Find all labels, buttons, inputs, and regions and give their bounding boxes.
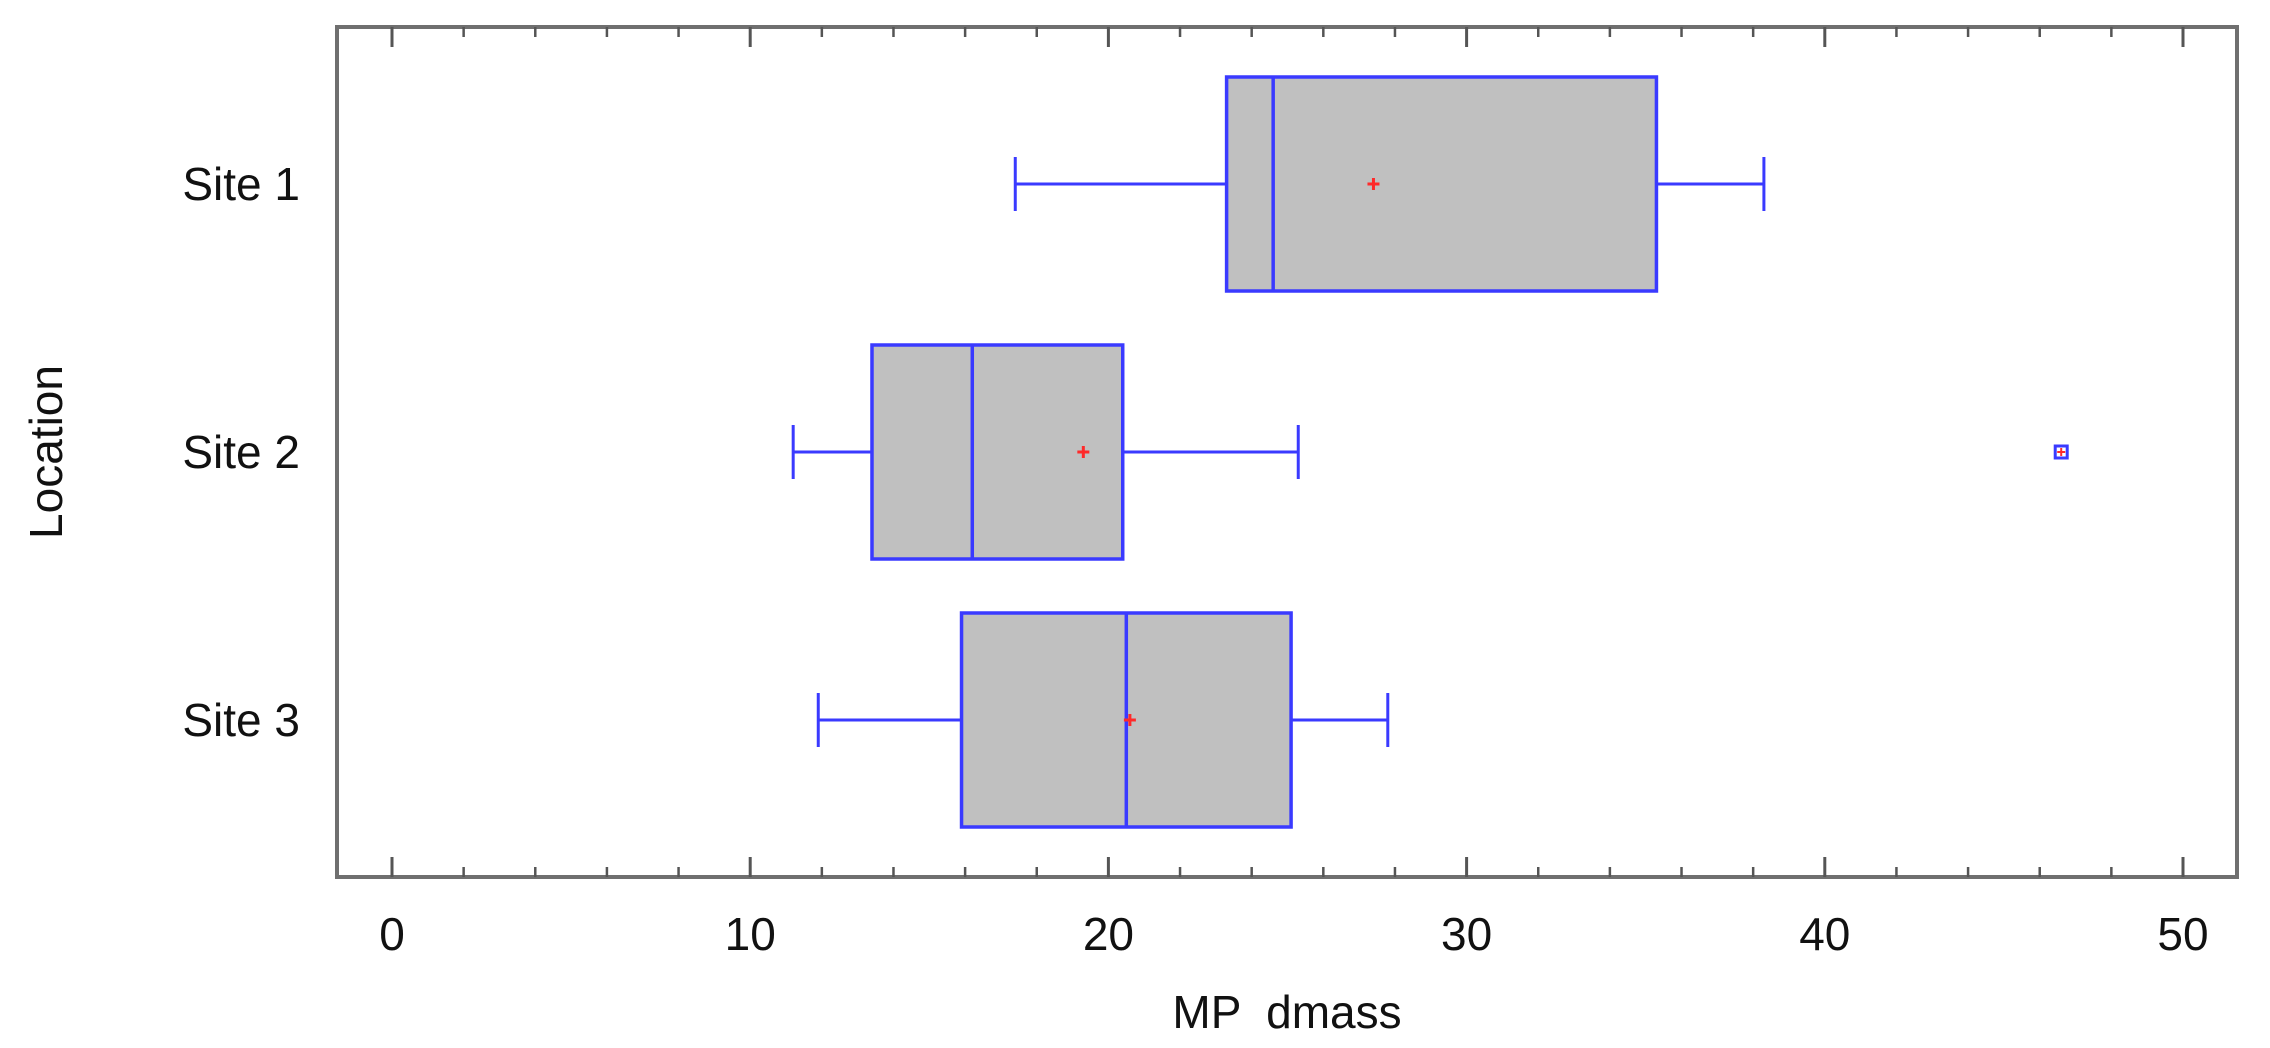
x-tick-label: 10 [725,908,776,960]
plot-border [335,25,2239,879]
x-axis-tick-labels: 0 10 20 30 40 50 [379,908,2208,960]
x-axis-ticks [390,27,2185,877]
category-label: Site 3 [182,694,300,746]
x-tick-label: 0 [379,908,405,960]
x-tick-label: 30 [1441,908,1492,960]
outlier-marker [2053,444,2069,460]
x-tick-label: 20 [1083,908,1134,960]
box-site-1 [1013,75,1766,293]
x-axis-title: MP dmass [1172,986,1401,1038]
category-label: Site 1 [182,158,300,210]
plot-frame [335,25,2239,879]
y-axis-title: Location [20,365,72,539]
box-series [791,75,2069,829]
box-site-2 [791,343,2069,561]
x-tick-label: 40 [1799,908,1850,960]
x-tick-label: 50 [2157,908,2208,960]
box-site-3 [816,611,1390,829]
y-axis-category-labels: Site 1 Site 2 Site 3 [182,158,300,746]
iqr-box [1224,75,1659,293]
category-label: Site 2 [182,426,300,478]
